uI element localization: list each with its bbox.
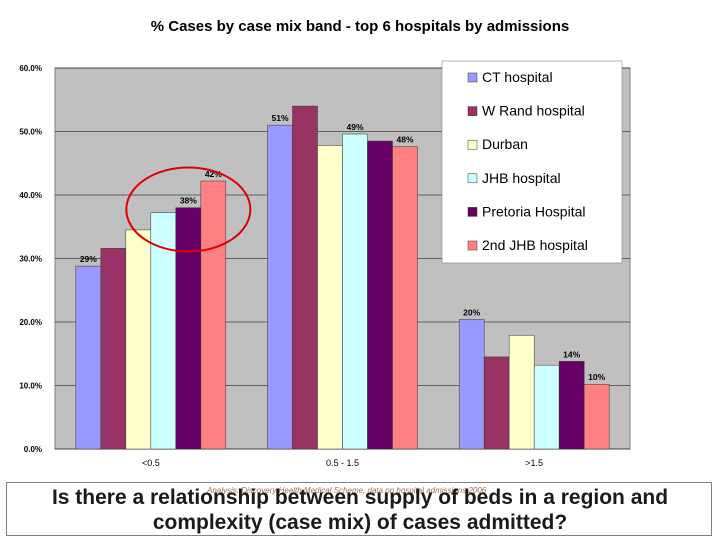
legend-swatch — [467, 240, 478, 251]
legend-label: CT hospital — [482, 69, 553, 85]
bar — [558, 361, 585, 450]
bar — [100, 248, 127, 450]
legend-swatch — [467, 106, 478, 116]
legend-swatch — [467, 207, 478, 217]
bar — [583, 383, 610, 450]
caption-question: Is there a relationship between supply o… — [51, 486, 669, 534]
legend — [441, 60, 623, 264]
bar-chart: 0.0% 10.0% 20.0% 30.0% 40.0% 50.0% 60.0% <0.5 0.… — [19, 60, 631, 468]
data-label: 49% — [346, 122, 363, 132]
bar — [175, 207, 202, 450]
data-label: 51% — [271, 113, 288, 123]
y-tick-label: 0.0% — [24, 445, 42, 454]
legend-swatch — [467, 173, 478, 184]
y-tick-label: 40.0% — [19, 191, 42, 200]
legend-label: 2nd JHB hospital — [482, 237, 588, 253]
y-tick-label: 60.0% — [19, 64, 42, 73]
bar — [367, 140, 393, 450]
bar — [125, 229, 152, 450]
annotation-circle — [125, 166, 252, 253]
bar — [483, 356, 510, 450]
y-tick-label: 50.0% — [19, 128, 42, 137]
legend-swatch — [467, 72, 478, 83]
bar — [342, 133, 368, 450]
x-category-label: >1.5 — [525, 458, 543, 468]
legend-label: JHB hospital — [482, 170, 561, 186]
y-tick-label: 20.0% — [19, 318, 42, 327]
data-label: 38% — [180, 196, 197, 206]
caption-overlay-text: Analysis: Discovery Health Medical Schem… — [207, 486, 487, 495]
legend-swatch — [467, 139, 478, 150]
data-label: 48% — [396, 135, 413, 145]
bar — [200, 180, 227, 450]
data-label: 20% — [463, 307, 480, 317]
legend-label: Pretoria Hospital — [482, 203, 586, 219]
bar — [458, 319, 485, 450]
bar — [267, 124, 293, 450]
bar — [533, 364, 560, 450]
bar — [292, 105, 318, 450]
data-label: 10% — [588, 372, 605, 382]
x-category-label: <0.5 — [142, 458, 160, 468]
legend-label: Durban — [482, 136, 528, 152]
y-tick-label: 30.0% — [19, 255, 42, 264]
bar — [508, 335, 535, 450]
bar — [317, 145, 343, 450]
data-label: 42% — [205, 169, 222, 179]
chart-title: % Cases by case mix band - top 6 hospita… — [150, 18, 570, 35]
x-category-label: 0.5 - 1.5 — [326, 458, 359, 468]
bar — [392, 146, 418, 450]
data-label: 29% — [80, 254, 97, 264]
bar — [75, 265, 102, 450]
legend-label: W Rand hospital — [482, 103, 585, 119]
caption-box: Analysis: Discovery Health Medical Schem… — [6, 482, 712, 536]
data-label: 14% — [563, 349, 580, 359]
bar — [150, 212, 177, 450]
y-tick-label: 10.0% — [19, 382, 42, 391]
